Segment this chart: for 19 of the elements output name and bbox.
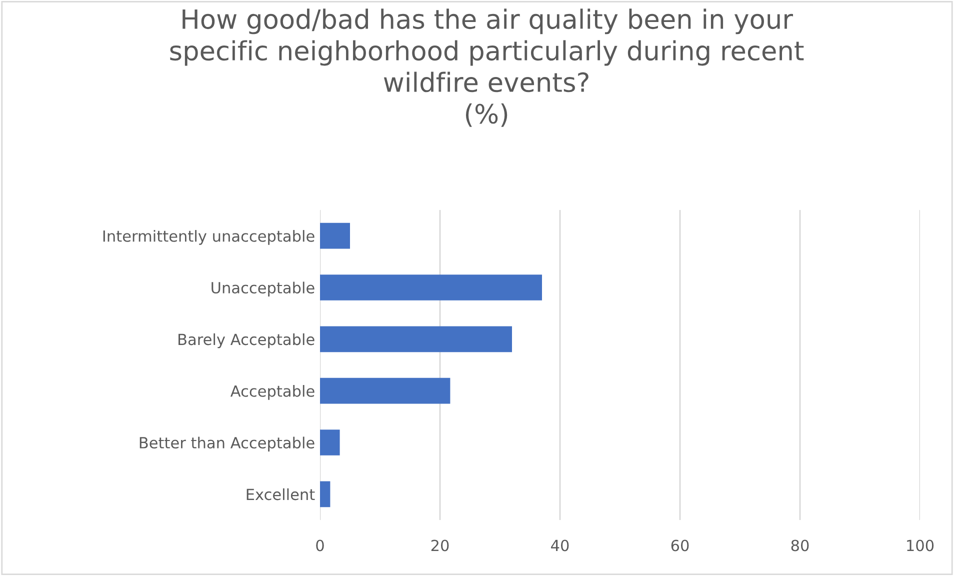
y-tick-label: Intermittently unacceptable — [103, 230, 314, 245]
x-tick-label: 100 — [907, 540, 934, 552]
y-tick-label: Better than Acceptable — [140, 436, 314, 452]
x-tick-label: 40 — [551, 540, 569, 552]
x-tick-label: 60 — [671, 540, 689, 552]
y-tick-label: Barely Acceptable — [178, 333, 314, 348]
bar — [320, 326, 512, 352]
y-tick-label: Unacceptable — [212, 282, 314, 296]
x-tick-label: 20 — [431, 540, 449, 552]
x-tick-label: 80 — [791, 540, 809, 552]
x-tick-label: 0 — [316, 540, 324, 552]
bar — [320, 222, 350, 249]
bar — [320, 430, 340, 456]
bar — [320, 481, 330, 508]
bar — [320, 378, 450, 404]
chart-title: How good/bad has the air quality been in your specific neighborhood particularly during recent wildfire events? (%) — [170, 8, 804, 127]
y-tick-label: Acceptable — [230, 385, 314, 400]
bar — [320, 274, 542, 300]
y-tick-label: Excellent — [246, 488, 315, 500]
